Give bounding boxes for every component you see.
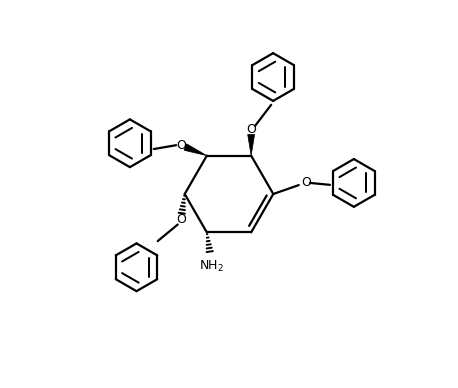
Text: O: O — [301, 177, 311, 189]
Text: O: O — [176, 139, 185, 152]
Text: O: O — [176, 213, 186, 227]
Text: O: O — [246, 123, 256, 136]
Text: NH$_2$: NH$_2$ — [199, 259, 224, 274]
Polygon shape — [184, 144, 207, 156]
Polygon shape — [248, 135, 255, 156]
